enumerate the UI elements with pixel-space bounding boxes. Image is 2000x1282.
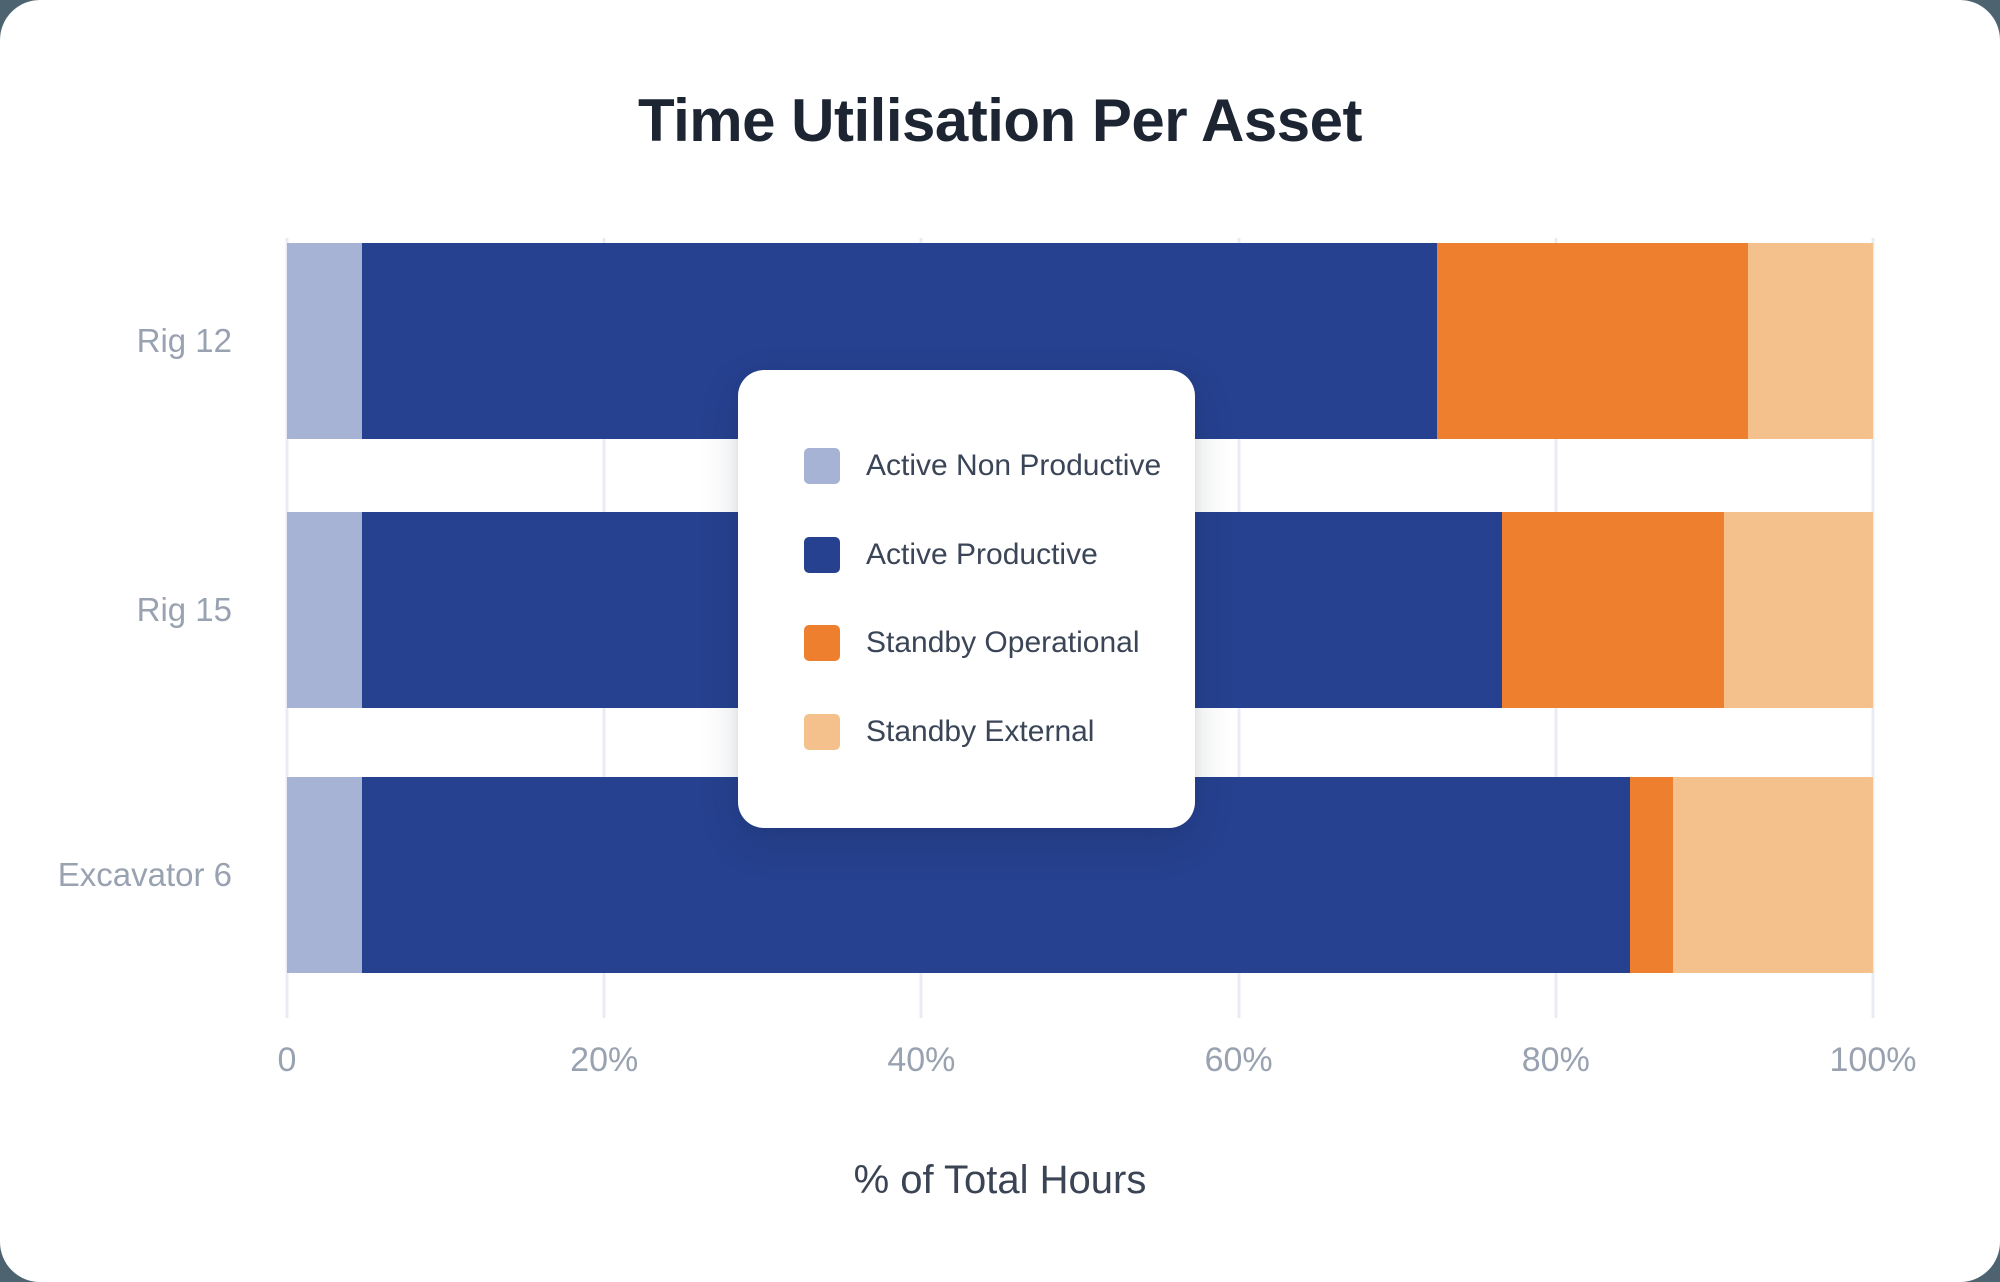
x-axis-tick-label: 100% xyxy=(1829,1041,1917,1079)
x-axis-tick-label: 40% xyxy=(887,1041,956,1079)
bar-segment-standby-external[interactable] xyxy=(1673,777,1873,973)
legend-label: Active Non Productive xyxy=(866,449,1162,482)
bar-segment-standby-operational[interactable] xyxy=(1630,777,1674,973)
legend-label: Active Productive xyxy=(866,537,1098,571)
bar-segment-standby-external[interactable] xyxy=(1723,512,1873,708)
x-axis-tick-label: 20% xyxy=(570,1041,639,1079)
x-axis-tick-label: 0 xyxy=(277,1041,297,1079)
legend-swatch-icon xyxy=(804,536,840,573)
legend-item-active-productive[interactable]: Active Productive xyxy=(738,536,1195,573)
legend: Active Non Productive Active Productive St… xyxy=(738,370,1195,828)
x-axis-title: % of Total Hours xyxy=(853,1158,1147,1202)
legend-label: Standby External xyxy=(866,714,1095,748)
bar-segment-standby-operational[interactable] xyxy=(1501,512,1724,708)
bar-segment-standby-external[interactable] xyxy=(1747,243,1873,439)
x-axis-tick-labels: 0 20% 40% 60% 80% 100% xyxy=(278,1038,1917,1082)
legend-item-active-non-productive[interactable]: Active Non Productive xyxy=(738,448,1195,484)
gridline-100% xyxy=(1871,238,1875,1018)
legend-swatch-icon xyxy=(804,448,840,484)
bar-segment-active-non-productive[interactable] xyxy=(287,512,362,708)
legend-item-standby-external[interactable]: Standby External xyxy=(738,713,1195,750)
bar-rig-12 xyxy=(287,243,1873,439)
bar-segment-active-non-productive[interactable] xyxy=(287,243,362,439)
legend-swatch-icon xyxy=(804,625,840,662)
legend-swatch-icon xyxy=(804,713,840,750)
bar-segment-standby-operational[interactable] xyxy=(1436,243,1748,439)
legend-item-standby-operational[interactable]: Standby Operational xyxy=(738,625,1195,662)
category-label-rig-15: Rig 15 xyxy=(136,591,232,628)
y-axis-category-labels: Rig 12 Rig 15 Excavator 6 xyxy=(0,238,232,1018)
x-axis-tick-label: 60% xyxy=(1204,1041,1273,1079)
x-axis-tick-label: 80% xyxy=(1521,1041,1590,1079)
chart-title: Time Utilisation Per Asset xyxy=(638,87,1362,154)
category-label-excavator-6: Excavator 6 xyxy=(57,856,232,893)
legend-label: Standby Operational xyxy=(866,626,1140,660)
category-label-rig-12: Rig 12 xyxy=(136,322,232,359)
bar-segment-active-non-productive[interactable] xyxy=(287,777,362,973)
